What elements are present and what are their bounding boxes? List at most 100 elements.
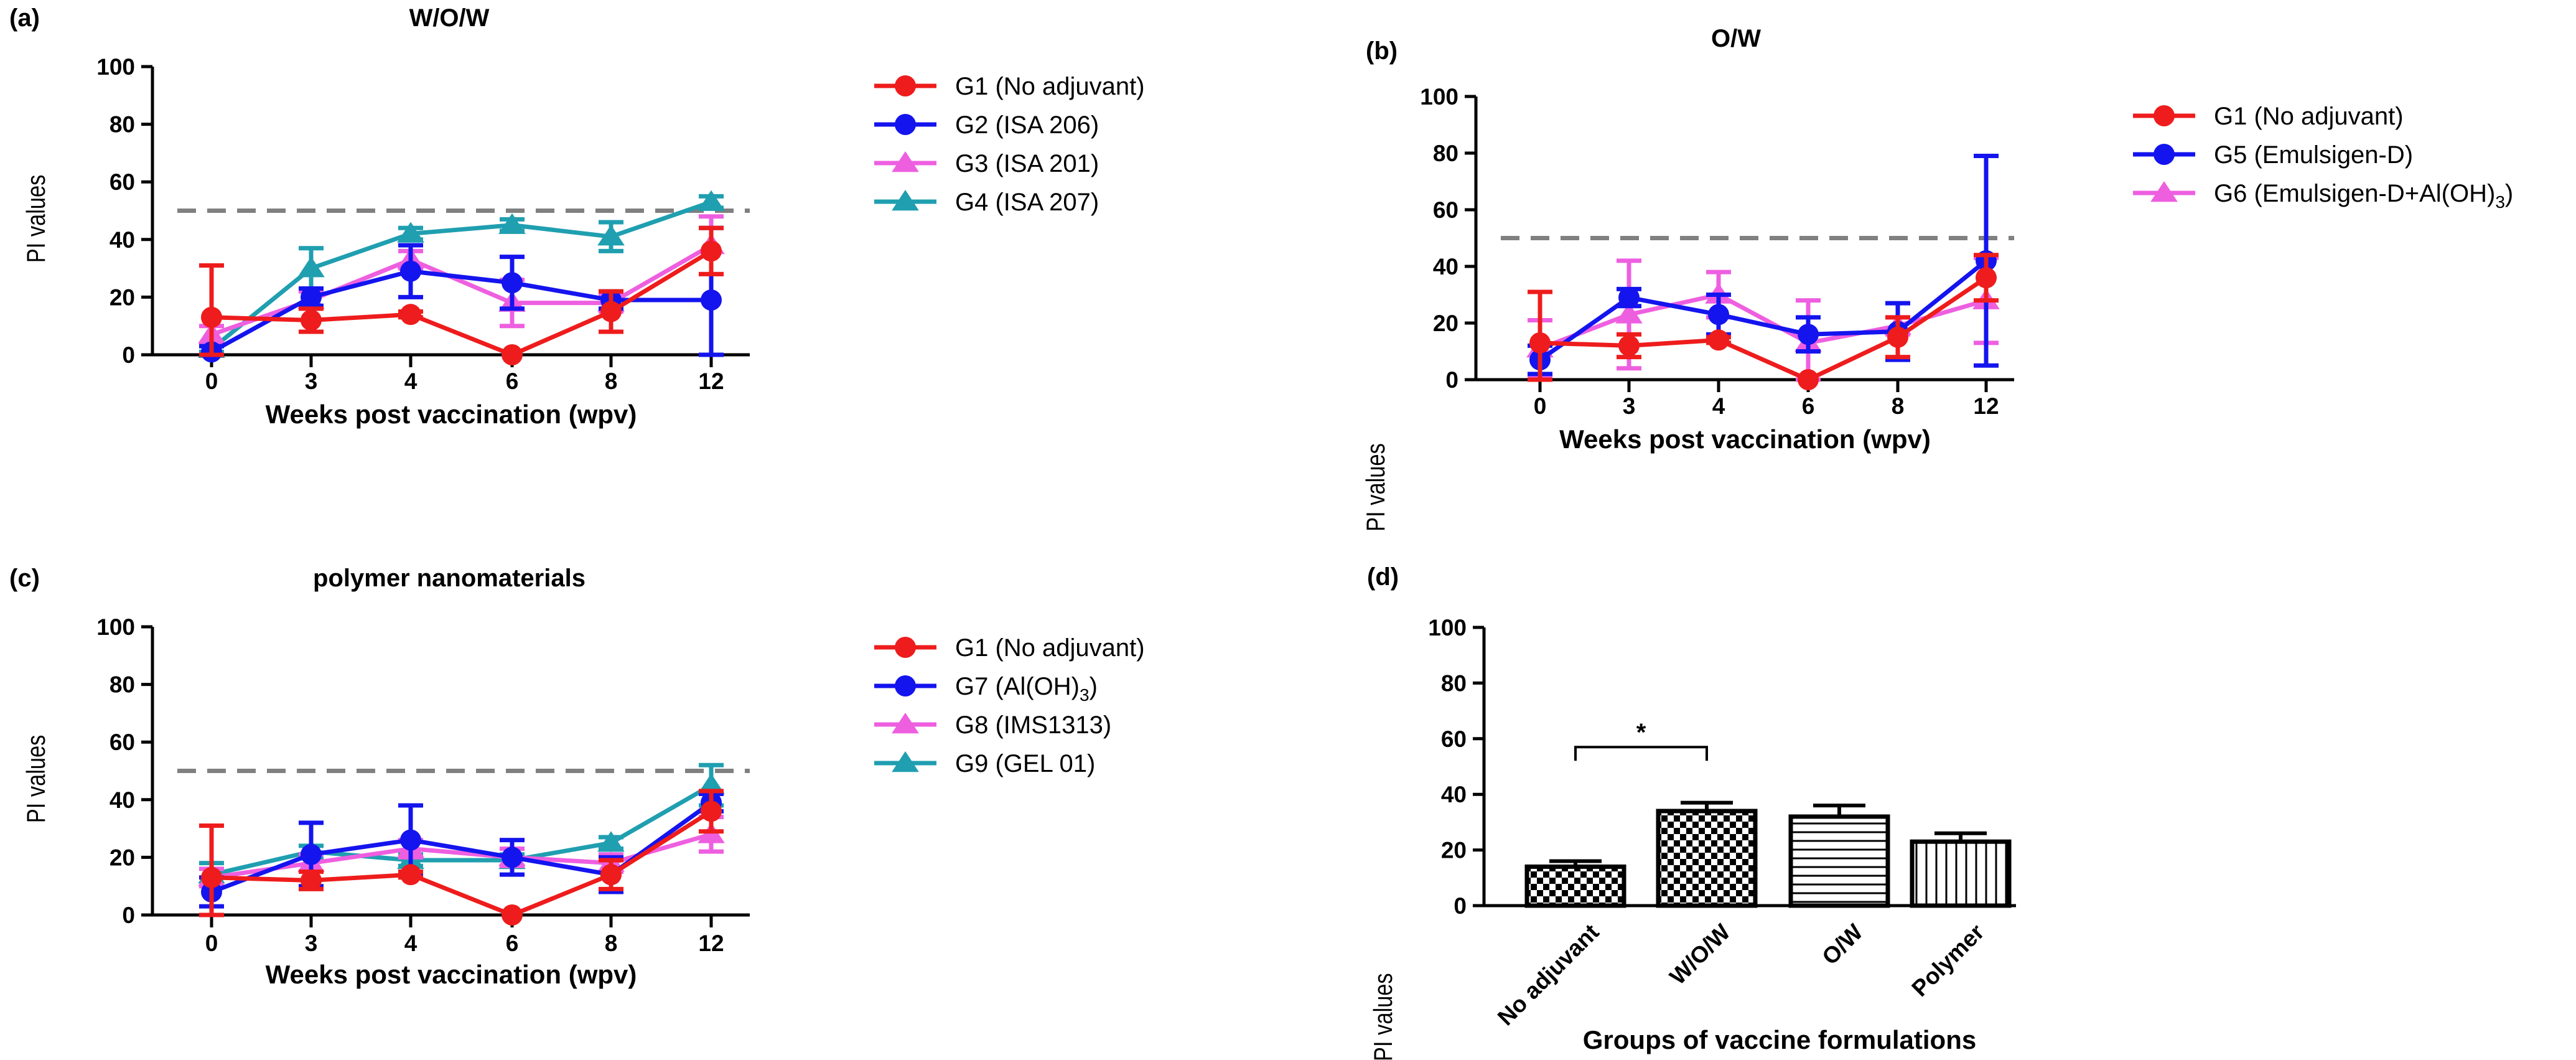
- legend-entry-G8: G8 (IMS1313): [955, 711, 1111, 739]
- y-tick-label: 100: [1420, 84, 1458, 110]
- y-tick-label: 60: [110, 169, 135, 195]
- data-point-circle: [301, 843, 322, 865]
- data-point-circle: [895, 75, 916, 96]
- data-point-triangle: [892, 713, 919, 734]
- data-point-circle: [701, 240, 722, 262]
- data-point-circle: [301, 870, 322, 891]
- x-tick-label: 6: [506, 931, 519, 956]
- x-axis-title: Weeks post vaccination (wpv): [266, 400, 637, 429]
- y-axis-title: PI values: [22, 735, 51, 823]
- series-line: [1539, 276, 1987, 382]
- x-tick-label: 3: [305, 931, 318, 956]
- y-tick-label: 0: [122, 342, 135, 368]
- data-point-triangle: [2150, 181, 2178, 202]
- data-point-circle: [701, 289, 722, 311]
- data-point-triangle: [597, 831, 625, 852]
- x-tick-label: 6: [506, 368, 519, 394]
- x-tick-label: 8: [1892, 393, 1905, 419]
- y-axis-title: PI values: [1361, 443, 1391, 532]
- y-tick-label: 80: [110, 112, 135, 138]
- y-tick-label: 20: [1433, 311, 1458, 336]
- y-tick-label: 100: [96, 614, 135, 640]
- series-line: [210, 200, 712, 351]
- legend: G1 (No adjuvant) G5 (Emulsigen-D) G6 (Emul…: [2133, 103, 2513, 212]
- data-point-circle: [1708, 304, 1729, 326]
- legend-entry-G3: G3 (ISA 201): [955, 150, 1099, 177]
- x-tick-label: W/O/W: [1664, 919, 1735, 990]
- data-point-circle: [1798, 324, 1819, 345]
- y-tick-label: 60: [1433, 197, 1458, 223]
- y-tick-label: 20: [110, 284, 135, 310]
- series-line: [211, 249, 712, 357]
- data-point-circle: [502, 344, 523, 365]
- series-line: [211, 783, 712, 877]
- panel-label: (a): [9, 4, 40, 32]
- legend: G1 (No adjuvant) G2 (ISA 206) G3 (ISA 201)…: [874, 73, 1145, 216]
- data-point-triangle: [892, 190, 919, 211]
- bar-0: [1524, 864, 1626, 908]
- x-tick-label: 3: [1623, 393, 1636, 419]
- chart-d: 0 20 40 60 80 100 PI values (d) No adjuvant W/O/W…: [1367, 563, 2016, 1060]
- data-point-circle: [701, 800, 722, 822]
- chart-a: 0 20 40 60 80 100 PI values (a) 0 3 4 6 8 12 Weeks pos…: [9, 4, 1145, 429]
- series-G1: [199, 789, 724, 926]
- data-point-circle: [1708, 329, 1729, 351]
- legend-entry-G6: G6 (Emulsigen-D+Al(OH)3): [2214, 180, 2513, 212]
- x-tick-label: 4: [404, 368, 418, 394]
- legend: G1 (No adjuvant) G7 (Al(OH)3) G8 (IMS1313)…: [874, 634, 1145, 777]
- x-axis-title: Groups of vaccine formulations: [1583, 1025, 1976, 1054]
- y-tick-label: 0: [1445, 367, 1458, 393]
- data-point-circle: [1798, 369, 1819, 390]
- data-point-triangle: [397, 222, 424, 243]
- data-point-circle: [502, 847, 523, 868]
- y-tick-label: 40: [110, 227, 135, 253]
- y-tick-label: 100: [1428, 615, 1467, 640]
- data-point-circle: [1618, 287, 1640, 309]
- y-tick-label: 0: [122, 903, 135, 928]
- data-point-triangle: [698, 190, 725, 211]
- y-tick-label: 80: [1433, 141, 1458, 166]
- y-tick-label: 40: [1441, 782, 1467, 807]
- series-line: [1538, 259, 1988, 362]
- data-point-circle: [400, 260, 421, 282]
- data-point-circle: [1887, 326, 1908, 348]
- y-axis-title: PI values: [1369, 973, 1398, 1060]
- series-G1: [1528, 253, 1999, 390]
- x-tick-label: 12: [698, 931, 724, 956]
- data-point-triangle: [597, 225, 625, 246]
- data-point-triangle: [297, 256, 325, 278]
- data-point-circle: [301, 309, 322, 331]
- y-axis-title: PI values: [22, 175, 51, 263]
- bar-2: [1788, 814, 1890, 908]
- legend-entry-G9: G9 (GEL 01): [955, 750, 1095, 777]
- x-tick-label: 0: [1534, 393, 1547, 419]
- data-point-circle: [201, 306, 222, 328]
- x-tick-label: 12: [698, 368, 724, 394]
- y-tick-label: 60: [110, 729, 135, 755]
- x-tick-label: 0: [205, 931, 218, 956]
- y-tick-label: 0: [1454, 893, 1467, 919]
- bar-3: [1910, 839, 2012, 908]
- y-tick-label: 20: [1441, 838, 1467, 863]
- panel-label: (c): [9, 565, 40, 592]
- significance-bracket: [1574, 746, 1708, 761]
- bar-1: [1656, 809, 1758, 908]
- x-axis-title: Weeks post vaccination (wpv): [266, 960, 637, 989]
- data-point-circle: [1618, 335, 1640, 357]
- data-point-circle: [400, 304, 421, 326]
- legend-entry-G1: G1 (No adjuvant): [955, 634, 1145, 662]
- legend-entry-G7: G7 (Al(OH)3): [955, 673, 1098, 705]
- data-point-circle: [2154, 105, 2175, 126]
- data-point-triangle: [892, 751, 919, 772]
- data-point-circle: [600, 864, 622, 886]
- series-G7: [199, 792, 724, 909]
- data-point-circle: [502, 272, 523, 294]
- x-tick-label: 8: [605, 931, 618, 956]
- x-tick-label: 8: [605, 368, 618, 394]
- y-tick-label: 100: [96, 54, 135, 80]
- data-point-circle: [895, 675, 916, 697]
- data-point-circle: [400, 864, 421, 886]
- data-point-circle: [400, 829, 421, 851]
- y-tick-label: 40: [1433, 254, 1458, 279]
